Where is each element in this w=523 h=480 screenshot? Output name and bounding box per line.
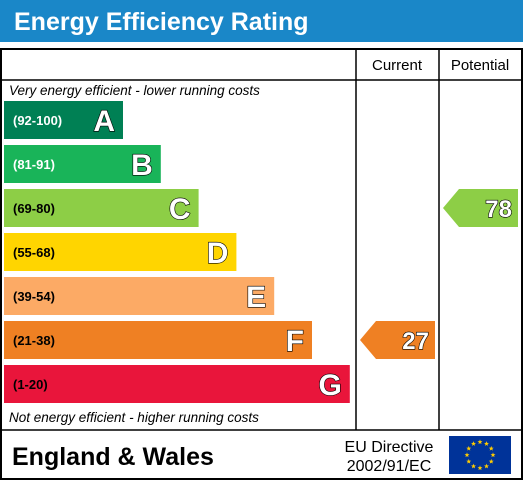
flag-star-icon [484, 441, 489, 446]
potential-rating-arrow [443, 189, 518, 227]
band-range-f: (21-38) [13, 333, 55, 348]
current-rating: 27 [360, 321, 435, 359]
band-f: (21-38) F [4, 321, 312, 359]
flag-star-icon [466, 458, 472, 464]
bottom-caption: Not energy efficient - higher running co… [9, 410, 259, 425]
band-range-g: (1-20) [13, 377, 48, 392]
band-letter-e: E [246, 281, 266, 314]
flag-star-icon [466, 445, 472, 451]
top-caption: Very energy efficient - lower running co… [9, 83, 260, 98]
band-d: (55-68) D [4, 233, 237, 271]
eu-flag-icon [449, 436, 511, 474]
band-range-d: (55-68) [13, 245, 55, 260]
potential-column-header: Potential [451, 57, 509, 74]
flag-star-icon [471, 441, 476, 446]
band-letter-f: F [286, 325, 304, 358]
current-rating-arrow [360, 321, 435, 359]
band-letter-b: B [131, 149, 153, 182]
band-a: (92-100) A [4, 101, 123, 139]
title-bar [0, 0, 523, 42]
band-bar-b [4, 145, 161, 183]
band-c: (69-80) C [4, 189, 199, 227]
band-b: (81-91) B [4, 145, 161, 183]
band-bar-f [4, 321, 312, 359]
current-column-header: Current [372, 57, 423, 74]
footer-region: England & Wales [12, 443, 214, 471]
flag-star-icon [488, 445, 494, 451]
potential-rating-value: 78 [485, 196, 512, 223]
band-bar-d [4, 233, 237, 271]
band-letter-c: C [169, 193, 191, 226]
flag-star-icon [484, 463, 489, 469]
band-bar-c [4, 189, 199, 227]
potential-rating: 78 [443, 189, 518, 227]
band-range-e: (39-54) [13, 289, 55, 304]
band-e: (39-54) E [4, 277, 275, 315]
score-markers: 27 78 [360, 189, 518, 359]
chart-frame [0, 48, 523, 480]
flag-star-icon [471, 463, 476, 469]
current-rating-value: 27 [402, 328, 429, 355]
flag-star-icon [490, 452, 496, 458]
band-range-b: (81-91) [13, 157, 55, 172]
flag-star-icon [477, 439, 483, 445]
flag-star-icon [488, 458, 494, 464]
flag-star-icon [477, 465, 483, 471]
band-letter-d: D [207, 237, 229, 270]
rating-bands: (92-100) A (81-91) B (69-80) C (55-68) D (39-54)… [4, 101, 350, 403]
band-bar-e [4, 277, 275, 315]
band-range-c: (69-80) [13, 201, 55, 216]
band-letter-a: A [93, 105, 115, 138]
footer-directive-line1: EU Directive [345, 439, 434, 456]
chart-title: Energy Efficiency Rating [14, 8, 309, 36]
band-bar-a [4, 101, 123, 139]
band-bar-g [4, 365, 350, 403]
band-letter-g: G [318, 369, 341, 402]
band-range-a: (92-100) [13, 113, 62, 128]
band-g: (1-20) G [4, 365, 350, 403]
footer-directive-line2: 2002/91/EC [347, 458, 432, 475]
flag-star-icon [464, 452, 470, 458]
